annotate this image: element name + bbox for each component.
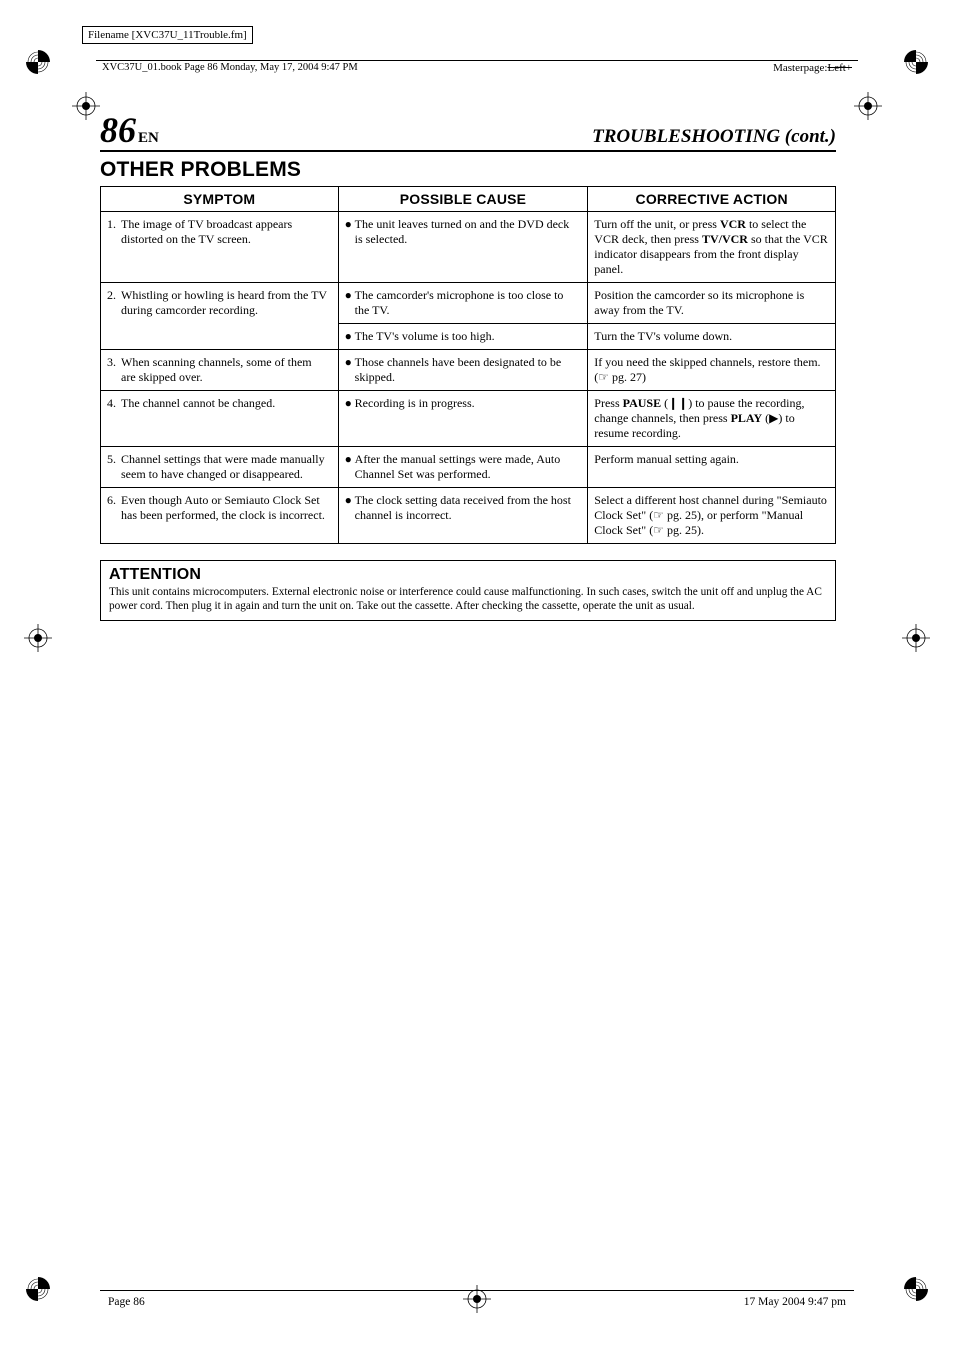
cause-cell: ●The clock setting data received from th… [338, 488, 588, 544]
footer-rule [100, 1290, 854, 1291]
reg-mark-bottom-right [902, 1275, 930, 1303]
action-cell: Select a different host channel during "… [588, 488, 836, 544]
masterpage-label: Masterpage:Left+ [773, 62, 852, 74]
filename-box: Filename [XVC37U_11Trouble.fm] [82, 26, 253, 44]
heading-other-problems: OTHER PROBLEMS [100, 158, 836, 182]
reg-target-right [854, 92, 882, 120]
table-header-row: SYMPTOM POSSIBLE CAUSE CORRECTIVE ACTION [101, 187, 836, 212]
bookpage-info: XVC37U_01.book Page 86 Monday, May 17, 2… [102, 62, 358, 73]
page-number-value: 86 [100, 110, 136, 150]
masterpage-value: Left+ [827, 62, 852, 74]
table-row: 4.The channel cannot be changed.●Recordi… [101, 391, 836, 447]
action-cell: Position the camcorder so its microphone… [588, 283, 836, 324]
reg-target-mid-right [902, 624, 930, 652]
cause-cell: ●The camcorder's microphone is too close… [338, 283, 588, 324]
action-cell: Turn the TV's volume down. [588, 324, 836, 350]
table-row: 6.Even though Auto or Semiauto Clock Set… [101, 488, 836, 544]
table-row: 2.Whistling or howling is heard from the… [101, 283, 836, 324]
cause-cell: ●Those channels have been designated to … [338, 350, 588, 391]
masterpage-prefix: Masterpage: [773, 62, 827, 74]
reg-mark-top-right [902, 48, 930, 76]
troubleshooting-table: SYMPTOM POSSIBLE CAUSE CORRECTIVE ACTION… [100, 186, 836, 544]
cause-cell: ●After the manual settings were made, Au… [338, 447, 588, 488]
attention-box: ATTENTION This unit contains microcomput… [100, 560, 836, 621]
attention-title: ATTENTION [109, 566, 827, 584]
action-cell: Press PAUSE (❙❙) to pause the recording,… [588, 391, 836, 447]
action-cell: If you need the skipped channels, restor… [588, 350, 836, 391]
reg-mark-top-left [24, 48, 52, 76]
action-cell: Perform manual setting again. [588, 447, 836, 488]
col-header-action: CORRECTIVE ACTION [588, 187, 836, 212]
symptom-cell: 6.Even though Auto or Semiauto Clock Set… [101, 488, 339, 544]
page-number: 86EN [100, 112, 159, 148]
footer-date: 17 May 2004 9:47 pm [744, 1296, 846, 1308]
table-row: 3.When scanning channels, some of them a… [101, 350, 836, 391]
col-header-cause: POSSIBLE CAUSE [338, 187, 588, 212]
page-header-row: 86EN TROUBLESHOOTING (cont.) [100, 112, 836, 152]
cause-cell: ●The unit leaves turned on and the DVD d… [338, 212, 588, 283]
header-rule [96, 60, 858, 61]
attention-body: This unit contains microcomputers. Exter… [109, 585, 827, 613]
footer-page: Page 86 [108, 1296, 145, 1308]
cause-cell: ●The TV's volume is too high. [338, 324, 588, 350]
action-cell: Turn off the unit, or press VCR to selec… [588, 212, 836, 283]
reg-target-mid-left [24, 624, 52, 652]
table-row: 5.Channel settings that were made manual… [101, 447, 836, 488]
table-row: 1.The image of TV broadcast appears dist… [101, 212, 836, 283]
reg-mark-bottom-left [24, 1275, 52, 1303]
section-title: TROUBLESHOOTING (cont.) [592, 126, 836, 148]
col-header-symptom: SYMPTOM [101, 187, 339, 212]
symptom-cell: 1.The image of TV broadcast appears dist… [101, 212, 339, 283]
symptom-cell: 5.Channel settings that were made manual… [101, 447, 339, 488]
symptom-cell: 2.Whistling or howling is heard from the… [101, 283, 339, 350]
symptom-cell: 3.When scanning channels, some of them a… [101, 350, 339, 391]
symptom-cell: 4.The channel cannot be changed. [101, 391, 339, 447]
cause-cell: ●Recording is in progress. [338, 391, 588, 447]
reg-target-left [72, 92, 100, 120]
page-lang: EN [138, 130, 159, 146]
page-content: 86EN TROUBLESHOOTING (cont.) OTHER PROBL… [100, 112, 836, 621]
